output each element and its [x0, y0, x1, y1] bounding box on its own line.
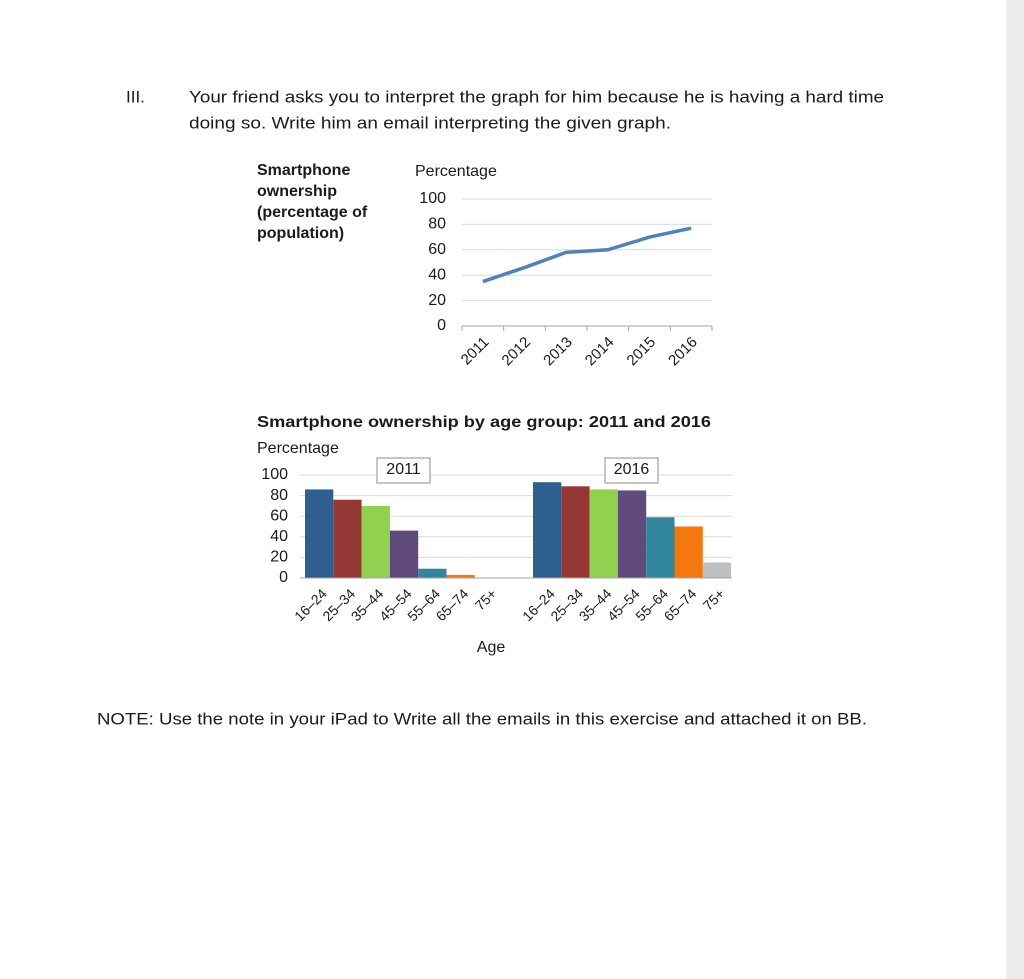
chart-title: Smartphone ownership by age group: 2011 …: [257, 414, 711, 431]
panel-label-box: [376, 457, 431, 484]
y-axis-label: Percentage: [257, 440, 339, 457]
y-tick-label: 40: [428, 266, 446, 283]
question-line: doing so. Write him an email interpretin…: [189, 113, 671, 132]
y-tick-label: 20: [270, 549, 288, 566]
bar: [617, 490, 647, 578]
panel-label: 2011: [386, 461, 421, 478]
x-axis-label: Age: [477, 639, 506, 656]
x-tick-label: 2011: [458, 334, 493, 369]
note: NOTE: Use the note in your iPad to Write…: [97, 709, 867, 728]
bar: [305, 489, 334, 578]
bar: [674, 526, 703, 578]
bar: [702, 562, 732, 578]
y-tick-label: 100: [261, 466, 288, 483]
bar: [533, 482, 562, 578]
x-tick-label: 2015: [624, 334, 660, 370]
bar: [446, 574, 475, 578]
bar: [561, 486, 590, 578]
x-tick-label: 65–74: [433, 585, 472, 624]
bar: [646, 517, 675, 578]
bar: [418, 568, 447, 578]
y-tick-label: 60: [428, 241, 446, 258]
question-line: Your friend asks you to interpret the gr…: [189, 87, 884, 106]
panel-label: 2016: [614, 461, 650, 478]
x-tick-label: 65–74: [661, 585, 700, 624]
y-axis-label: Percentage: [415, 163, 497, 180]
panel-label-box: [604, 457, 659, 484]
question-number: III.: [126, 87, 145, 106]
bar: [389, 530, 419, 578]
y-tick-label: 80: [270, 487, 288, 504]
y-tick-label: 100: [419, 190, 446, 207]
page-edge: [1006, 0, 1024, 979]
chart-title: Smartphone ownership (percentage of popu…: [257, 162, 368, 242]
y-tick-label: 60: [270, 507, 288, 524]
y-tick-label: 0: [437, 317, 446, 334]
bar: [589, 489, 618, 578]
y-tick-label: 20: [428, 292, 446, 309]
x-tick-label: 75+: [700, 585, 728, 613]
x-tick-label: 2013: [540, 334, 576, 370]
y-tick-label: 80: [428, 216, 446, 233]
y-tick-label: 40: [270, 528, 288, 545]
x-tick-label: 2012: [499, 334, 535, 370]
x-tick-label: 2014: [582, 334, 618, 370]
x-tick-label: 75+: [472, 585, 500, 613]
bar: [361, 505, 390, 578]
y-tick-label: 0: [279, 569, 288, 586]
line: [482, 226, 692, 284]
bar: [333, 499, 362, 578]
x-tick-label: 2016: [665, 334, 701, 370]
